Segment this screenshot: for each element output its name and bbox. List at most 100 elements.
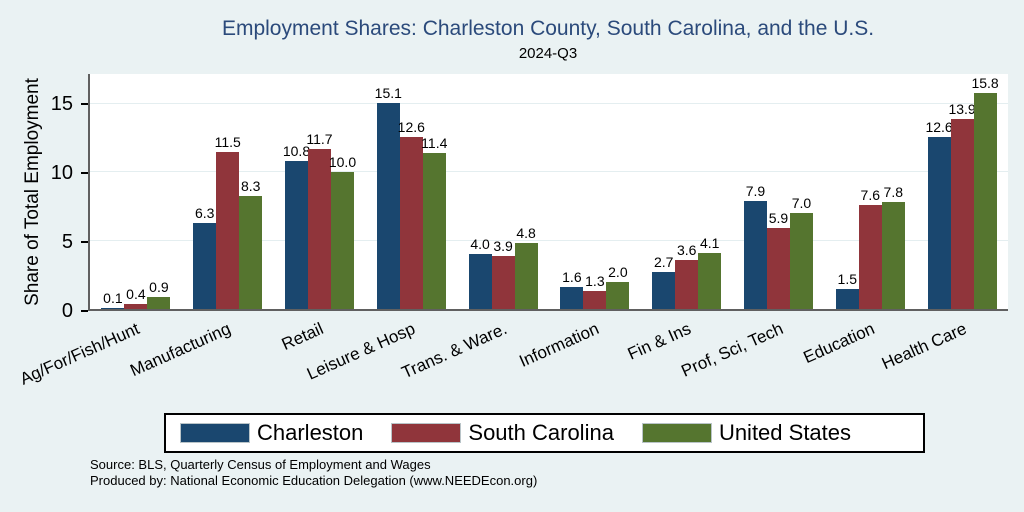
- bar-value-label: 7.6: [860, 187, 880, 204]
- bar-group-education: 1.5 7.6 7.8: [824, 74, 916, 309]
- bar-value-label: 13.9: [948, 101, 976, 118]
- chart-title: Employment Shares: Charleston County, So…: [221, 17, 875, 40]
- y-tick-label-5: 5: [61, 231, 73, 254]
- y-tick-mark-5: [81, 241, 88, 244]
- legend-entry-charleston: Charleston: [180, 420, 363, 446]
- bar-united-states-manufacturing: 8.3: [239, 178, 263, 309]
- bar-charleston-ag-for-fish-hunt: 0.1: [101, 290, 125, 309]
- legend-entry-united-states: United States: [641, 420, 852, 446]
- bar-group-fin-ins: 2.7 3.6 4.1: [641, 74, 733, 309]
- bar-value-label: 8.3: [240, 177, 261, 194]
- bar-south-carolina-leisure-hosp: 12.6: [398, 119, 425, 309]
- bar-group-trans-ware: 4.0 3.9 4.8: [457, 74, 549, 309]
- bar-value-label: 10.0: [328, 154, 357, 171]
- legend-label-united-states: United States: [718, 420, 852, 445]
- y-tick-label-15: 15: [50, 93, 73, 116]
- bar-value-label: 1.6: [562, 269, 582, 286]
- bar-south-carolina-education: 7.6: [858, 187, 882, 309]
- bar-value-label: 6.3: [194, 204, 215, 221]
- x-category-label-fin-ins: Fin & Ins: [624, 319, 694, 364]
- x-category-label-health-care: Health Care: [879, 319, 970, 374]
- bar-united-states-health-care: 15.8: [971, 75, 999, 309]
- produced-by-line: Produced by: National Economic Education…: [90, 472, 538, 488]
- bar-value-label: 3.9: [493, 237, 513, 254]
- plot-area: 0.1 0.4 0.9 6.3 11.5 8.3 10.8 11.7 10.0 15.1 12.6 1…: [88, 74, 1008, 311]
- bar-value-label: 15.8: [971, 75, 999, 92]
- source-line: Source: BLS, Quarterly Census of Employm…: [90, 457, 431, 472]
- bar-south-carolina-fin-ins: 3.6: [675, 242, 699, 309]
- bar-value-label: 2.7: [653, 254, 674, 271]
- y-tick-mark-10: [81, 172, 88, 175]
- bar-united-states-leisure-hosp: 11.4: [421, 135, 447, 309]
- bar-south-carolina-retail: 11.7: [306, 131, 333, 309]
- legend-entry-south-carolina: South Carolina: [391, 420, 614, 446]
- bar-value-label: 12.6: [925, 118, 953, 135]
- x-category-label-trans-ware: Trans. & Ware.: [398, 319, 510, 383]
- bar-charleston-education: 1.5: [835, 271, 859, 309]
- bar-group-health-care: 12.6 13.9 15.8: [916, 74, 1008, 309]
- bar-value-label: 12.6: [397, 118, 425, 135]
- gridline-15: [90, 103, 1008, 105]
- bar-value-label: 11.7: [306, 131, 333, 148]
- x-category-label-ag-for-fish-hunt: Ag/For/Fish/Hunt: [16, 319, 142, 389]
- bar-value-label: 3.6: [676, 241, 697, 258]
- bar-value-label: 1.5: [837, 270, 857, 287]
- bar-value-label: 1.3: [585, 273, 605, 290]
- bar-south-carolina-health-care: 13.9: [948, 101, 976, 309]
- chart-subtitle: 2024-Q3: [518, 45, 578, 62]
- y-tick-mark-0: [81, 310, 88, 312]
- legend-swatch-south-carolina: [391, 423, 462, 443]
- bar-value-label: 4.1: [699, 234, 720, 251]
- bar-value-label: 10.8: [282, 143, 311, 160]
- legend: Charleston South Carolina United States: [164, 413, 925, 453]
- legend-label-charleston: Charleston: [257, 420, 364, 445]
- bar-value-label: 11.4: [421, 135, 448, 152]
- gridline-10: [90, 171, 1008, 173]
- bar-value-label: 0.1: [103, 289, 123, 306]
- bar-group-manufacturing: 6.3 11.5 8.3: [182, 74, 274, 309]
- bar-charleston-trans-ware: 4.0: [468, 236, 492, 309]
- bar-group-information: 1.6 1.3 2.0: [549, 74, 641, 309]
- bar-united-states-prof-sci-tech: 7.0: [789, 195, 813, 309]
- bar-value-label: 11.5: [214, 133, 241, 150]
- bar-united-states-education: 7.8: [881, 184, 905, 309]
- bar-south-carolina-trans-ware: 3.9: [491, 238, 515, 309]
- bar-value-label: 7.9: [745, 183, 766, 200]
- bar-group-retail: 10.8 11.7 10.0: [274, 74, 366, 309]
- x-category-label-information: Information: [516, 319, 602, 371]
- gridline-5: [90, 239, 1008, 241]
- bar-south-carolina-information: 1.3: [583, 273, 607, 309]
- bar-charleston-retail: 10.8: [283, 143, 310, 309]
- bar-united-states-fin-ins: 4.1: [698, 235, 722, 309]
- bar-value-label: 4.8: [516, 225, 536, 242]
- legend-swatch-united-states: [641, 423, 712, 443]
- legend-swatch-charleston: [180, 423, 250, 443]
- y-tick-label-10: 10: [50, 162, 73, 185]
- y-tick-label-0: 0: [61, 300, 73, 322]
- x-category-label-manufacturing: Manufacturing: [127, 319, 234, 381]
- bar-south-carolina-prof-sci-tech: 5.9: [766, 210, 790, 309]
- bar-group-ag-for-fish-hunt: 0.1 0.4 0.9: [90, 74, 182, 309]
- x-axis: Ag/For/Fish/Hunt Manufacturing Retail Leisu…: [17, 313, 1008, 405]
- bar-charleston-fin-ins: 2.7: [652, 254, 676, 309]
- x-category-label-education: Education: [800, 319, 878, 368]
- x-category-label-prof-sci-tech: Prof, Sci, Tech: [678, 319, 786, 381]
- bar-charleston-health-care: 12.6: [925, 119, 953, 309]
- x-category-label-retail: Retail: [278, 319, 326, 355]
- bar-value-label: 5.9: [768, 210, 789, 227]
- bar-charleston-prof-sci-tech: 7.9: [743, 183, 767, 309]
- bar-value-label: 0.9: [149, 278, 169, 295]
- bar-united-states-information: 2.0: [606, 264, 630, 309]
- y-axis: 0 5 10 15: [0, 74, 88, 321]
- bar-value-label: 0.4: [126, 285, 146, 302]
- bar-charleston-manufacturing: 6.3: [193, 205, 217, 309]
- bar-value-label: 7.8: [883, 184, 903, 201]
- source-notes: Source: BLS, Quarterly Census of Employm…: [90, 457, 537, 489]
- bar-value-label: 4.0: [470, 236, 490, 253]
- bar-united-states-ag-for-fish-hunt: 0.9: [147, 279, 171, 309]
- bar-groups-layer: 0.1 0.4 0.9 6.3 11.5 8.3 10.8 11.7 10.0 15.1 12.6 1…: [90, 74, 1008, 309]
- bar-south-carolina-manufacturing: 11.5: [215, 134, 241, 309]
- bar-south-carolina-ag-for-fish-hunt: 0.4: [124, 286, 148, 309]
- bar-united-states-trans-ware: 4.8: [514, 225, 538, 309]
- legend-label-south-carolina: South Carolina: [468, 420, 614, 445]
